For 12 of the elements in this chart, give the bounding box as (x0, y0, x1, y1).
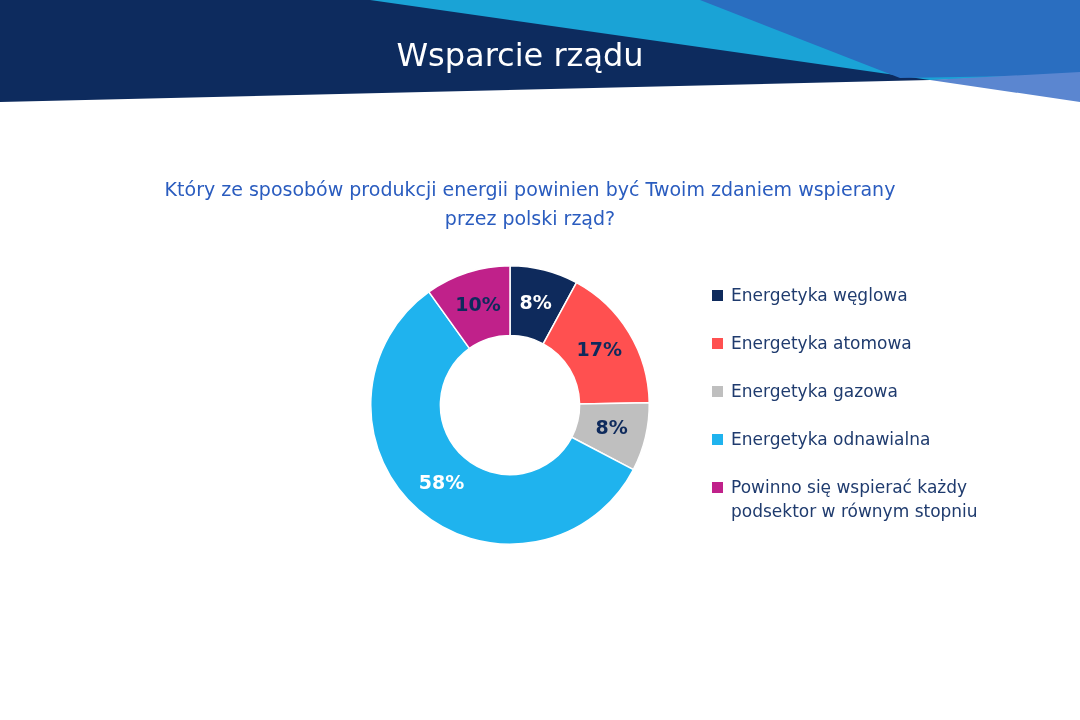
chart-subtitle: Który ze sposobów produkcji energii powinien być Twoim zdaniem wspierany przez polski rząd? (163, 177, 897, 231)
data-label: 10% (455, 292, 501, 315)
data-label: 58% (418, 470, 465, 493)
legend-label: Energetyka odnawialna (731, 428, 931, 451)
legend-label: Energetyka atomowa (731, 332, 912, 355)
chart-title: Wsparcie rządu (395, 36, 645, 74)
data-label: 8% (519, 290, 552, 313)
legend-label: Energetyka gazowa (731, 380, 898, 403)
legend-label: Powinno się wspierać każdy podsektor w równym stopniu (731, 476, 979, 523)
data-label: 17% (576, 337, 623, 360)
data-label: 8% (595, 416, 628, 439)
legend-label: Energetyka węglowa (731, 284, 908, 307)
